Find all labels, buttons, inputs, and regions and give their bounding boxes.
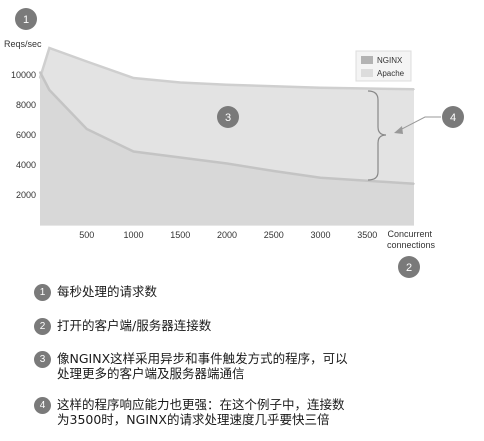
area-apache: [40, 72, 414, 225]
y-axis-label: Reqs/sec: [4, 39, 42, 49]
point-nginx: [48, 47, 51, 49]
legend-label-apache: Apache: [377, 69, 405, 78]
marker-4-icon: 4: [442, 106, 464, 128]
x-tick-label: 1500: [170, 230, 190, 240]
note-item: 2 打开的客户端/服务器连接数: [34, 318, 211, 335]
x-tick-label: 3000: [310, 230, 330, 240]
point-nginx: [132, 77, 135, 79]
point-apache: [39, 71, 41, 73]
note-item: 1 每秒处理的请求数: [34, 284, 157, 301]
point-apache: [272, 170, 275, 172]
x-tick-label: 2000: [217, 230, 237, 240]
point-nginx: [366, 87, 369, 90]
y-tick-label: 8000: [16, 100, 36, 110]
note-number-badge: 1: [34, 284, 51, 301]
point-apache: [85, 128, 88, 130]
legend: NGINX Apache: [355, 50, 412, 82]
x-axis-label: Concurrent connections: [387, 229, 436, 250]
legend-swatch-apache: [361, 69, 373, 77]
note-text: 这样的程序响应能力也更强：在这个例子中，连接数 为3500时，NGINX的请求处…: [57, 397, 345, 427]
x-tick-label: 1000: [123, 230, 143, 240]
marker-number: 2: [406, 262, 412, 274]
point-apache: [226, 162, 228, 165]
y-tick-label: 4000: [16, 160, 36, 170]
arrow-line: [397, 116, 441, 132]
point-nginx: [319, 86, 322, 89]
marker-number: 3: [225, 112, 231, 124]
point-apache: [48, 89, 51, 91]
point-nginx: [413, 88, 415, 91]
note-number-badge: 3: [34, 351, 51, 368]
note-item: 4 这样的程序响应能力也更强：在这个例子中，连接数 为3500时，NGINX的请…: [34, 397, 345, 427]
x-tick-label: 3500: [357, 230, 377, 240]
point-apache: [179, 156, 182, 159]
marker-1-icon: 1: [15, 8, 37, 30]
series-areas: [38, 46, 415, 225]
note-number-badge: 4: [34, 397, 51, 414]
legend-label-nginx: NGINX: [377, 56, 403, 65]
line-nginx: [38, 46, 415, 91]
point-nginx: [272, 85, 275, 88]
note-text: 每秒处理的请求数: [57, 284, 158, 299]
marker-number: 4: [450, 112, 456, 124]
line-apache: [38, 71, 415, 185]
y-tick-label: 2000: [16, 190, 36, 200]
x-tick-label: 2500: [264, 230, 284, 240]
marker-number: 1: [23, 14, 29, 26]
note-number-badge: 2: [34, 318, 51, 335]
point-nginx: [179, 81, 182, 84]
note-item: 3 像NGINX这样采用异步和事件触发方式的程序，可以 处理更多的客户端及服务器…: [34, 351, 348, 381]
point-nginx: [226, 83, 228, 86]
x-tick-label: 500: [79, 230, 94, 240]
y-tick-label: 6000: [16, 130, 36, 140]
y-axis-ticks: 2000 4000 6000 8000 10000: [11, 70, 36, 200]
marker-3-icon: 3: [217, 106, 239, 128]
point-apache: [413, 182, 415, 185]
y-tick-label: 10000: [11, 70, 36, 80]
arrow-head-icon: [394, 126, 403, 134]
point-apache: [366, 179, 369, 182]
marker-2-icon: 2: [398, 256, 420, 278]
x-axis-ticks: 500 1000 1500 2000 2500 3000 3500: [79, 230, 377, 240]
point-apache: [319, 176, 322, 179]
point-apache: [132, 150, 135, 153]
note-text: 打开的客户端/服务器连接数: [57, 318, 212, 333]
legend-swatch-nginx: [361, 56, 373, 64]
note-text: 像NGINX这样采用异步和事件触发方式的程序，可以 处理更多的客户端及服务器端通…: [57, 351, 348, 381]
curly-brace: [367, 90, 387, 181]
point-nginx: [85, 60, 88, 63]
